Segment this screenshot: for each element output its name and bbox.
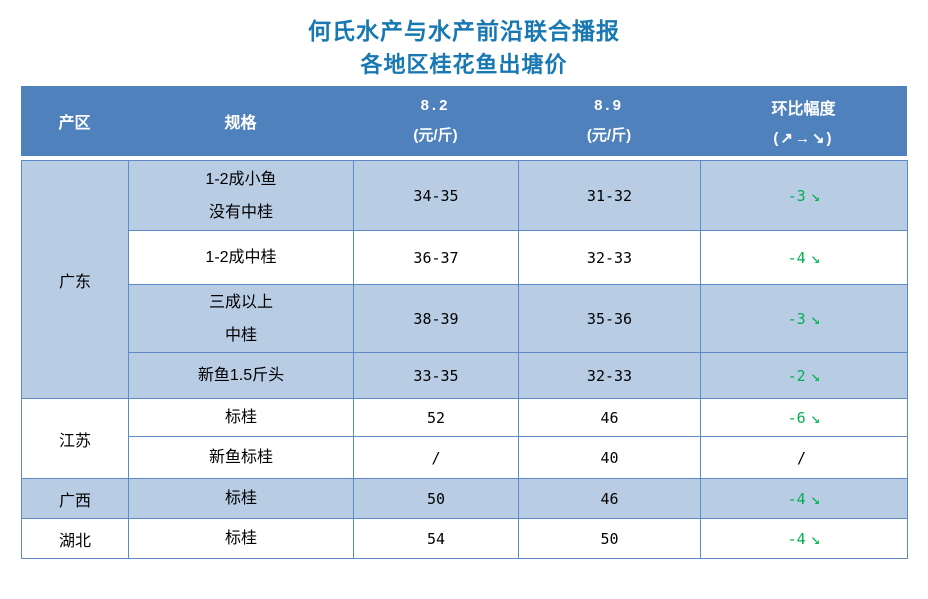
spec-cell: 新鱼1.5斤头 [128,352,354,399]
header-date2-unit: (元/斤) [586,127,632,145]
change-cell: -3 ↘ [700,160,908,231]
spec-cell: 三成以上 中桂 [128,284,354,353]
change-value: -3 [787,310,806,328]
spec-line: 标桂 [224,530,257,547]
header-region-label: 产区 [58,115,91,132]
price-82-cell: 50 [353,478,519,519]
header-date1-unit: (元/斤) [413,127,458,145]
header-change-label: 环比幅度 [771,101,836,119]
header-region: 产区 [21,86,128,156]
page-subtitle: 各地区桂花鱼出塘价 [360,52,568,77]
spec-cell: 标桂 [128,518,354,559]
table-row: 广东 1-2成小鱼 没有中桂 34-35 31-32 -3 ↘ [21,160,908,399]
table-row: 三成以上 中桂 38-39 35-36 -3 ↘ [22,284,908,353]
price-82-cell: / [353,436,519,479]
header-date1-label: 8.2 [420,96,451,114]
table-row: 广西 标桂 50 46 -4 ↘ [21,478,908,519]
trend-arrows-icon: (↗→↘) [773,129,834,147]
change-value: -4 [787,530,806,548]
down-arrow-icon: ↘ [810,248,821,267]
price-89-cell: 46 [518,398,701,437]
change-cell: -6 ↘ [700,398,908,437]
change-cell: -3 ↘ [700,284,908,353]
header-spec: 规格 [128,86,353,156]
spec-cell: 1-2成中桂 [128,230,354,285]
region-cell-guangxi: 广西 [21,478,129,519]
down-arrow-icon: ↘ [810,309,821,328]
spec-line: 1-2成中桂 [205,249,277,266]
change-cell: / [700,436,908,479]
price-89-cell: 31-32 [518,160,701,231]
price-89-cell: 46 [518,478,701,519]
change-value: -6 [787,409,806,427]
spec-cell: 标桂 [128,398,354,437]
price-89-cell: 32-33 [518,352,701,399]
spec-line: 没有中桂 [208,203,273,221]
price-82-cell: 54 [353,518,519,559]
change-cell: -4 ↘ [700,478,908,519]
spec-cell: 新鱼标桂 [128,436,354,479]
price-89-cell: 35-36 [518,284,701,353]
region-cell-guangdong: 广东 [21,160,129,399]
price-82-cell: 36-37 [353,230,519,285]
down-arrow-icon: ↘ [810,529,821,548]
table-row: 1-2成中桂 36-37 32-33 -4 ↘ [22,230,908,285]
page-title: 何氏水产与水产前沿联合播报 [308,18,620,44]
change-value: -4 [787,249,806,267]
header-date1: 8.2 (元/斤) [353,86,518,156]
table-row: 新鱼标桂 / 40 / [22,436,908,479]
change-cell: -2 ↘ [700,352,908,399]
spec-line: 1-2成小鱼 [205,170,277,188]
price-table: 广东 1-2成小鱼 没有中桂 34-35 31-32 -3 ↘ 1-2成中桂 36… [21,160,908,559]
price-82-cell: 38-39 [353,284,519,353]
spec-line: 标桂 [224,409,257,426]
spec-line: 三成以上 [208,293,273,311]
region-cell-hubei: 湖北 [21,518,129,559]
region-cell-jiangsu: 江苏 [21,398,129,479]
table-row: 新鱼1.5斤头 33-35 32-33 -2 ↘ [22,352,908,399]
price-89-cell: 40 [518,436,701,479]
spec-line: 新鱼1.5斤头 [197,367,285,384]
table-row: 湖北 标桂 54 50 -4 ↘ [21,518,908,559]
table-header-row: 产区 规格 8.2 (元/斤) 8.9 (元/斤) 环比幅度 (↗→↘) [21,86,907,156]
price-89-cell: 32-33 [518,230,701,285]
spec-line: 新鱼标桂 [208,449,273,466]
price-89-cell: 50 [518,518,701,559]
change-cell: -4 ↘ [700,518,908,559]
price-82-cell: 52 [353,398,519,437]
header-spec-label: 规格 [224,115,257,132]
change-value: / [796,449,807,467]
change-value: -2 [787,367,806,385]
down-arrow-icon: ↘ [810,186,821,205]
spec-line: 标桂 [224,490,257,507]
header-date2-label: 8.9 [594,96,624,114]
spec-cell: 标桂 [128,478,354,519]
change-value: -4 [787,490,806,508]
down-arrow-icon: ↘ [810,489,821,508]
change-cell: -4 ↘ [700,230,908,285]
change-value: -3 [787,187,806,205]
down-arrow-icon: ↘ [810,408,821,427]
table-row: 江苏 标桂 52 46 -6 ↘ [21,398,908,479]
price-82-cell: 33-35 [353,352,519,399]
spec-cell: 1-2成小鱼 没有中桂 [128,160,354,231]
down-arrow-icon: ↘ [810,366,821,385]
header-change: 环比幅度 (↗→↘) [700,86,907,156]
spec-line: 中桂 [224,326,257,344]
title-block: 何氏水产与水产前沿联合播报 各地区桂花鱼出塘价 [0,0,928,80]
header-date2: 8.9 (元/斤) [518,86,700,156]
price-82-cell: 34-35 [353,160,519,231]
